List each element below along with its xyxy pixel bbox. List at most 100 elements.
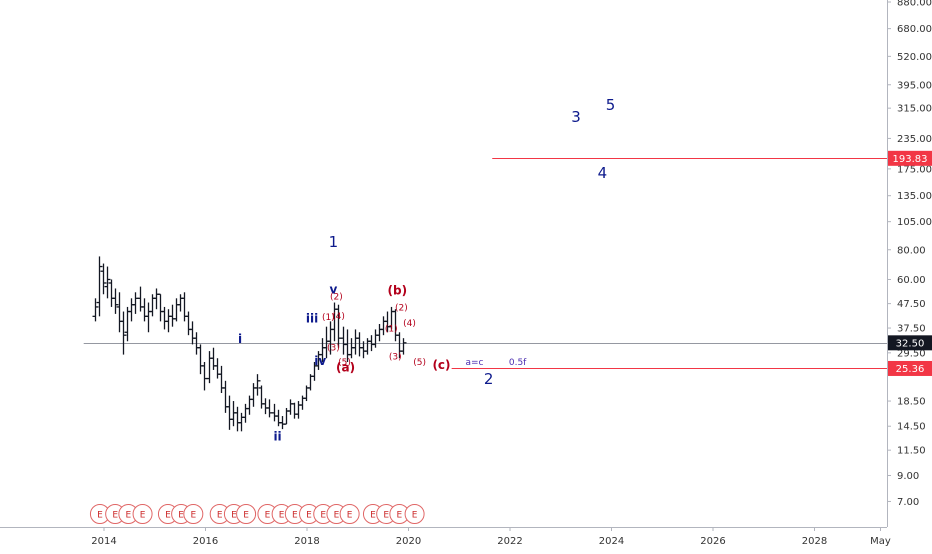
y-tick-label: 60.00	[897, 275, 926, 286]
ohlc-bar	[400, 338, 407, 355]
price-label-bg	[888, 335, 932, 351]
earnings-label: E	[397, 511, 403, 521]
wave-label: (4)	[332, 312, 345, 322]
wave-label: 1	[329, 233, 339, 251]
wave-label: (b)	[388, 283, 408, 297]
y-tick-label: 880.00	[897, 0, 932, 9]
earnings-marker: E	[389, 504, 410, 524]
wave-label: a=c	[465, 358, 483, 368]
ohlc-bar	[254, 374, 261, 396]
earnings-label: E	[165, 511, 171, 521]
y-tick-label: 14.50	[897, 422, 926, 433]
wave-label: v	[329, 282, 337, 296]
wave-label: iv	[314, 354, 326, 368]
earnings-label: E	[370, 511, 376, 521]
price-axis[interactable]: 880.00 680.00 520.00 395.00 315.00 235.00 175.…	[887, 0, 932, 508]
y-tick-label: 80.00	[897, 245, 926, 256]
price-label-text: 32.50	[896, 338, 925, 349]
ohlc-bar	[96, 256, 103, 317]
y-tick-label: 235.00	[897, 134, 932, 145]
wave-label: (3)	[327, 343, 340, 353]
ohlc-bar	[92, 298, 99, 322]
earnings-circle	[236, 504, 257, 524]
earnings-label: E	[412, 511, 418, 521]
wave-label: (1)	[322, 313, 335, 323]
wave-label: (3)	[389, 353, 402, 363]
earnings-marker: E	[404, 504, 425, 524]
x-tick-label: 2020	[396, 536, 421, 547]
time-axis[interactable]: 2014 2016 2018 2020 2022 2024 2026 2028 May	[91, 527, 891, 547]
wave-label: 0.5f	[509, 358, 527, 368]
earnings-label: E	[334, 511, 340, 521]
y-tick-label: 395.00	[897, 80, 932, 91]
x-tick-label: 2024	[599, 536, 624, 547]
price-lines	[83, 158, 887, 369]
earnings-circle	[404, 504, 425, 524]
earnings-label: E	[292, 511, 298, 521]
earnings-marker: E	[132, 504, 153, 524]
ohlc-bar	[112, 288, 119, 314]
y-tick-label: 175.00	[897, 164, 932, 175]
earnings-circle	[132, 504, 153, 524]
x-tick-label: 2028	[802, 536, 827, 547]
y-tick-label: 47.50	[897, 299, 926, 310]
x-tick-label: 2014	[91, 536, 116, 547]
earnings-marker: E	[183, 504, 204, 524]
ohlc-bars	[92, 256, 407, 432]
earnings-label: E	[231, 511, 237, 521]
wave-label: (1)	[385, 325, 398, 335]
price-label-tag: 193.83	[888, 150, 932, 166]
y-tick-label: 11.50	[897, 446, 926, 457]
earnings-circle	[183, 504, 204, 524]
earnings-label: E	[265, 511, 271, 521]
earnings-marker: E	[236, 504, 257, 524]
wave-label: (a)	[336, 361, 355, 375]
y-tick-label: 29.50	[897, 348, 926, 359]
earnings-label: E	[126, 511, 132, 521]
earnings-label: E	[178, 511, 184, 521]
wave-label: (2)	[330, 292, 343, 302]
ohlc-bar	[120, 311, 127, 355]
y-tick-label: 7.00	[897, 497, 919, 508]
y-tick-label: 680.00	[897, 24, 932, 35]
x-tick-label: May	[870, 536, 891, 547]
price-label-text: 25.36	[896, 364, 925, 375]
earnings-label: E	[320, 511, 326, 521]
earnings-marker: E	[339, 504, 360, 524]
wave-label: 5	[606, 96, 616, 114]
earnings-label: E	[217, 511, 223, 521]
earnings-label: E	[112, 511, 118, 521]
earnings-label: E	[306, 511, 312, 521]
wave-label: 4	[598, 164, 608, 182]
wave-label: (5)	[413, 358, 426, 368]
x-tick-label: 2018	[294, 536, 319, 547]
earnings-label: E	[140, 511, 146, 521]
earnings-label: E	[383, 511, 389, 521]
price-label-text: 193.83	[893, 154, 928, 165]
wave-label: iii	[306, 312, 318, 326]
wave-label: 3	[571, 108, 581, 126]
y-tick-label: 315.00	[897, 104, 932, 115]
x-tick-label: 2022	[497, 536, 522, 547]
y-tick-label: 520.00	[897, 52, 932, 63]
x-tick-label: 2026	[700, 536, 725, 547]
y-tick-label: 18.50	[897, 397, 926, 408]
y-tick-label: 135.00	[897, 191, 932, 202]
x-tick-label: 2016	[193, 536, 218, 547]
wave-label: i	[238, 332, 242, 346]
y-tick-label: 37.50	[897, 324, 926, 335]
y-tick-label: 9.00	[897, 471, 919, 482]
ohlc-bar	[104, 266, 111, 299]
price-labels: 193.83 32.50 25.36	[888, 150, 932, 376]
wave-label: (5)	[338, 358, 351, 368]
earnings-label: E	[190, 511, 196, 521]
price-label-tag: 32.50	[888, 335, 932, 351]
earnings-label: E	[279, 511, 285, 521]
wave-label: ii	[273, 430, 281, 444]
earnings-label: E	[97, 511, 103, 521]
earnings-circle	[339, 504, 360, 524]
